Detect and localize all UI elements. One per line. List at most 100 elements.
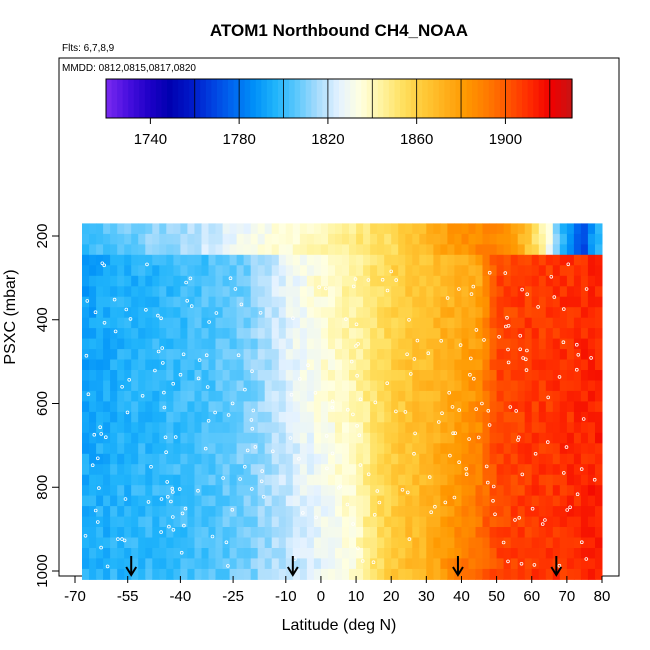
heatmap-cell bbox=[222, 548, 231, 559]
heatmap-cell bbox=[356, 506, 364, 518]
heatmap-cell bbox=[96, 401, 104, 413]
observation-point bbox=[182, 523, 186, 528]
heatmap-cell bbox=[328, 516, 336, 528]
colorbar-swatch bbox=[300, 79, 307, 118]
heatmap-cell bbox=[306, 380, 315, 392]
heatmap-cell bbox=[454, 485, 462, 497]
heatmap-cell bbox=[222, 349, 231, 361]
heatmap-cell bbox=[517, 558, 526, 570]
heatmap-cell bbox=[96, 359, 104, 371]
heatmap-cell bbox=[461, 380, 469, 392]
heatmap-cell bbox=[370, 506, 378, 518]
heatmap-cell bbox=[559, 401, 568, 413]
heatmap-cell bbox=[538, 254, 547, 266]
heatmap-cell bbox=[166, 296, 174, 308]
heatmap-cell bbox=[215, 495, 223, 507]
heatmap-cell bbox=[328, 275, 336, 287]
heatmap-cell bbox=[152, 548, 160, 559]
heatmap-cell bbox=[384, 548, 392, 559]
heatmap-cell bbox=[292, 380, 301, 392]
heatmap-cell bbox=[440, 233, 448, 245]
heatmap-cell bbox=[201, 307, 209, 319]
heatmap-cell bbox=[299, 495, 308, 507]
heatmap-cell bbox=[159, 443, 167, 455]
heatmap-cell bbox=[559, 432, 568, 444]
heatmap-cell bbox=[335, 370, 343, 381]
heatmap-cell bbox=[145, 527, 153, 538]
heatmap-cell bbox=[250, 443, 259, 455]
heatmap-cell bbox=[405, 380, 413, 392]
heatmap-cell bbox=[377, 317, 385, 329]
observation-point bbox=[128, 317, 133, 321]
heatmap-cell bbox=[229, 411, 238, 423]
heatmap-cell bbox=[468, 474, 476, 486]
heatmap-cell bbox=[356, 223, 364, 235]
heatmap-cell bbox=[377, 474, 385, 486]
heatmap-cell bbox=[180, 537, 188, 549]
heatmap-cell bbox=[489, 527, 498, 538]
heatmap-cell bbox=[110, 443, 118, 455]
heatmap-cell bbox=[391, 548, 399, 559]
heatmap-cell bbox=[342, 506, 350, 518]
heatmap-cell bbox=[320, 296, 329, 308]
heatmap-cell bbox=[559, 527, 568, 538]
heatmap-cell bbox=[412, 506, 420, 518]
heatmap-cell bbox=[145, 338, 153, 350]
heatmap-cell bbox=[159, 548, 167, 559]
heatmap-cell bbox=[398, 265, 406, 277]
colorbar-swatch bbox=[333, 79, 340, 118]
heatmap-cell bbox=[503, 359, 512, 371]
observation-point bbox=[579, 540, 584, 544]
heatmap-cell bbox=[370, 516, 378, 528]
heatmap-cell bbox=[173, 328, 181, 340]
heatmap-cell bbox=[587, 286, 596, 298]
heatmap-cell bbox=[566, 485, 575, 497]
heatmap-cell bbox=[278, 370, 287, 381]
colorbar-swatch bbox=[344, 79, 351, 118]
heatmap-cell bbox=[503, 453, 512, 465]
colorbar-swatch bbox=[499, 79, 507, 118]
heatmap-cell bbox=[370, 359, 378, 371]
heatmap-cell bbox=[335, 516, 343, 528]
observation-point bbox=[523, 357, 528, 362]
heatmap-cell bbox=[159, 338, 167, 350]
heatmap-cell bbox=[412, 443, 420, 455]
heatmap-cell bbox=[222, 516, 231, 528]
heatmap-cell bbox=[278, 223, 287, 235]
heatmap-cell bbox=[454, 349, 462, 361]
heatmap-cell bbox=[320, 275, 329, 287]
observation-point bbox=[480, 401, 484, 406]
heatmap-cell bbox=[503, 464, 512, 476]
heatmap-cell bbox=[96, 349, 104, 361]
heatmap-cell bbox=[370, 495, 378, 507]
heatmap-cell bbox=[419, 495, 427, 507]
heatmap-cell bbox=[328, 338, 336, 350]
heatmap-cell bbox=[243, 244, 252, 256]
heatmap-cell bbox=[271, 464, 280, 476]
heatmap-cell bbox=[426, 453, 434, 465]
heatmap-cell bbox=[306, 390, 315, 402]
heatmap-cell bbox=[194, 506, 202, 518]
observation-point bbox=[415, 338, 420, 343]
heatmap-cell bbox=[335, 495, 343, 507]
heatmap-cell bbox=[194, 370, 202, 381]
heatmap-cell bbox=[538, 307, 547, 319]
heatmap-cell bbox=[250, 422, 259, 434]
heatmap-cell bbox=[201, 443, 209, 455]
heatmap-cell bbox=[257, 328, 266, 340]
observation-point bbox=[123, 497, 128, 501]
heatmap-cell bbox=[103, 516, 111, 528]
heatmap-cell bbox=[461, 338, 469, 350]
heatmap-cell bbox=[384, 317, 392, 329]
heatmap-cell bbox=[370, 265, 378, 277]
heatmap-cell bbox=[124, 537, 132, 549]
heatmap-cell bbox=[328, 380, 336, 392]
heatmap-cell bbox=[145, 474, 153, 486]
heatmap-cell bbox=[335, 328, 343, 340]
heatmap-cell bbox=[222, 370, 231, 381]
colorbar-swatch bbox=[327, 79, 335, 118]
heatmap-cell bbox=[503, 432, 512, 444]
heatmap-cell bbox=[468, 548, 476, 559]
heatmap-cell bbox=[166, 516, 174, 528]
heatmap-cell bbox=[573, 401, 582, 413]
